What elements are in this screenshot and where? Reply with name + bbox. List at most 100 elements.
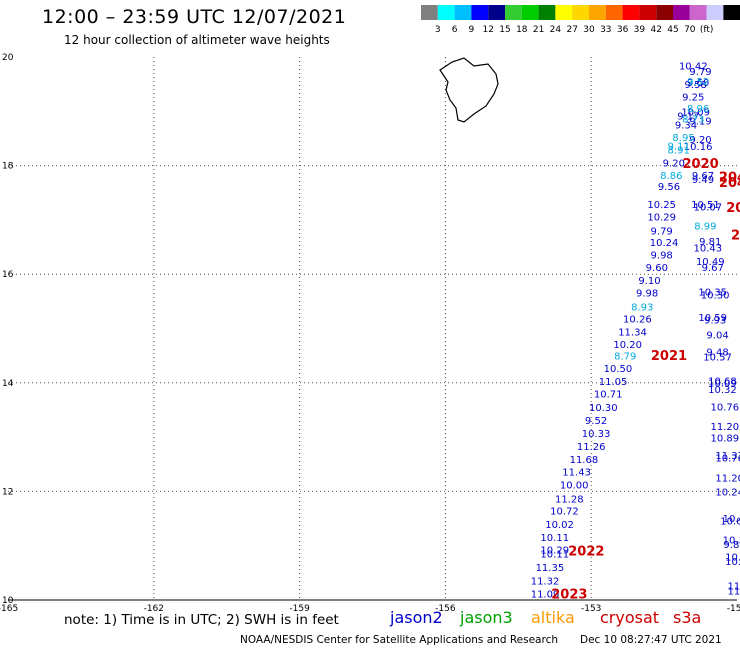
data-point-label: 9.17 <box>677 111 699 122</box>
data-point-label: 11.09 <box>531 589 560 600</box>
y-tick-label: 14 <box>2 379 14 389</box>
sat-label-s3a: s3a <box>673 608 702 627</box>
data-point-label: 8.86 <box>660 171 682 182</box>
sat-label-altika: altika <box>531 608 575 627</box>
data-point-label: 10.11 <box>540 533 569 544</box>
y-tick-label: 18 <box>2 162 14 172</box>
page-subtitle: 12 hour collection of altimeter wave hei… <box>64 33 330 47</box>
data-point-label: 9.49 <box>692 175 714 186</box>
legend-label: 27 <box>566 25 577 35</box>
x-tick-label: -150 <box>727 604 740 614</box>
data-point-label: 10.20 <box>613 340 642 351</box>
data-point-label: 9.81 <box>699 237 721 248</box>
data-point-label: 9.98 <box>651 250 673 261</box>
data-point-label: 9.04 <box>706 330 728 341</box>
legend-label: 3 <box>435 25 441 35</box>
data-point-label: 9.60 <box>646 263 668 274</box>
data-point-label: 11.28 <box>555 494 584 505</box>
data-point-label: 11.07 <box>728 587 740 598</box>
data-point-label: 10.72 <box>550 507 579 518</box>
data-point-label: 10.02 <box>545 520 574 531</box>
data-point-label: 9.67 <box>692 171 714 182</box>
data-point-label: 10.29 <box>647 212 676 223</box>
legend-swatch <box>555 5 573 20</box>
data-point-label: 10.09 <box>681 108 710 119</box>
wave-height-map: -165 -162 -159 -156 -153 -150 10 12 14 16 18 20 10.4… <box>0 53 740 614</box>
legend-swatch <box>673 5 690 20</box>
data-point-label: 10.49 <box>696 257 725 268</box>
data-point-label: 2048 <box>731 228 740 243</box>
data-point-label: 9.20 <box>663 159 685 170</box>
y-tick-label: 12 <box>2 487 13 497</box>
legend-label: (ft) <box>700 25 714 35</box>
data-point-label: 9.25 <box>682 92 704 103</box>
y-tick-label: 16 <box>2 270 14 280</box>
legend-swatch <box>622 5 640 20</box>
data-point-label: 10.76 <box>715 454 740 465</box>
y-tick-label: 20 <box>2 53 14 63</box>
data-point-label: 11.35 <box>536 563 565 574</box>
data-point-label: 10.32 <box>708 385 737 396</box>
data-point-label: 9.48 <box>706 348 728 359</box>
footer-timestamp: Dec 10 08:27:47 UTC 2021 <box>580 634 722 646</box>
data-point-label: 11.37 <box>715 451 740 462</box>
data-point-label: 9.10 <box>638 276 660 287</box>
data-point-label: 8.79 <box>614 351 636 362</box>
data-point-label: 8.91 <box>668 146 690 157</box>
data-point-label: 8.73 <box>682 115 704 126</box>
data-point-label: 10.50 <box>604 364 633 375</box>
data-point-label: 9.56 <box>658 182 680 193</box>
data-point-label: 2023 <box>551 587 587 602</box>
legend-swatch <box>589 5 606 20</box>
data-point-label: 11.34 <box>618 328 647 339</box>
data-point-label: 10.24 <box>650 238 679 249</box>
legend-swatch <box>572 5 589 20</box>
data-point-label: 10.16 <box>684 142 713 153</box>
x-tick-label: -159 <box>289 604 310 614</box>
x-tick-label: -162 <box>144 604 164 614</box>
data-point-label: 9.34 <box>675 121 697 132</box>
legend-swatch <box>538 5 556 20</box>
data-point-label: 10.64 <box>720 517 740 528</box>
data-point-label: 10.24 <box>715 488 740 499</box>
x-tick-label: -165 <box>0 604 18 614</box>
data-point-label: 10.47 <box>723 514 740 525</box>
data-point-label: 10.51 <box>691 200 720 211</box>
data-point-label: 10.93 <box>725 552 740 563</box>
legend-label: 18 <box>516 25 528 35</box>
data-point-label: 10.57 <box>703 353 732 364</box>
data-point-label: 2048 <box>726 201 740 216</box>
data-point-label: 10.68 <box>708 376 737 387</box>
legend-label: 30 <box>583 25 595 35</box>
data-point-label: 8.96 <box>687 104 709 115</box>
data-point-label: 11.68 <box>570 455 599 466</box>
x-tick-label: -156 <box>435 604 456 614</box>
legend-swatch <box>605 5 623 20</box>
data-point-label: 10.89 <box>711 433 740 444</box>
data-point-label: 11.20 <box>711 422 740 433</box>
footer-note: note: 1) Time is in UTC; 2) SWH is in fe… <box>64 612 339 628</box>
data-point-label: 10.25 <box>647 200 676 211</box>
data-point-label: 9.79 <box>689 67 711 78</box>
data-point-label: 9.20 <box>689 135 711 146</box>
legend-swatch <box>689 5 707 20</box>
legend-swatch <box>421 5 438 20</box>
data-point-label: 2022 <box>568 544 604 559</box>
legend-swatch <box>521 5 539 20</box>
legend-swatch <box>437 5 455 20</box>
data-point-label: 9.19 <box>689 116 711 127</box>
data-point-label: 11.32 <box>531 576 560 587</box>
data-point-label: 10.59 <box>698 313 727 324</box>
legend-label: 24 <box>550 25 562 35</box>
data-point-label: 10.76 <box>711 402 740 413</box>
data-point-label: 9.52 <box>585 416 607 427</box>
data-point-label: 9.11 <box>668 141 690 152</box>
legend-label: 9 <box>469 25 475 35</box>
footer-credit: NOAA/NESDIS Center for Satellite Applica… <box>240 634 558 646</box>
legend-label: 12 <box>482 25 493 35</box>
legend-swatch <box>706 5 724 20</box>
data-point-label: 9.81 <box>723 540 740 551</box>
x-tick-label: -153 <box>581 604 601 614</box>
data-point-label: 10.36 <box>723 536 740 547</box>
legend-swatch <box>488 5 505 20</box>
